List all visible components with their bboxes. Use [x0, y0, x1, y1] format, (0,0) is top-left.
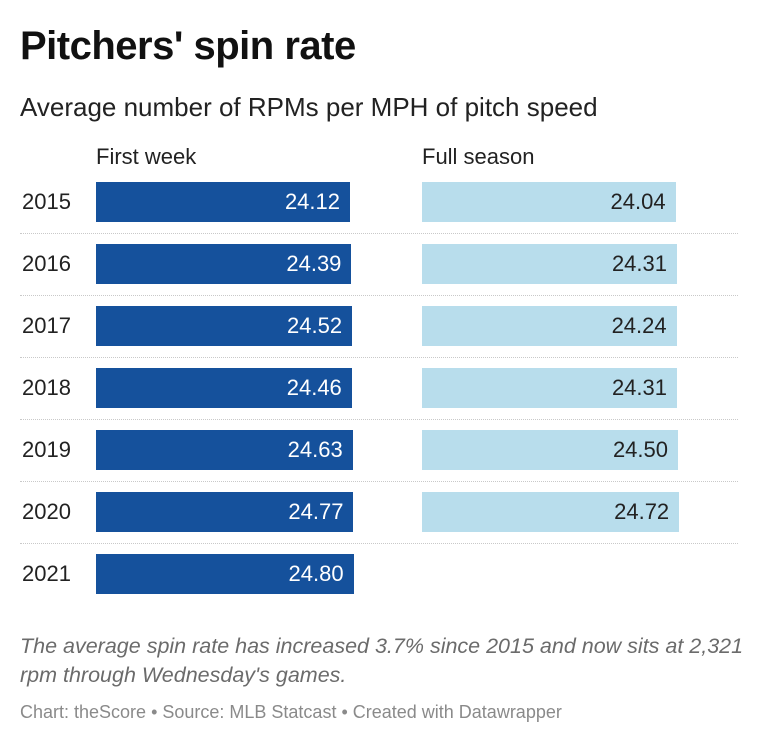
bar-first-week-2017: 24.52 — [96, 306, 353, 346]
data-label: 24.39 — [286, 251, 342, 276]
chart-row-2020: 2020 24.77 24.72 — [20, 492, 738, 554]
bar-first-week-2018: 24.46 — [96, 368, 352, 408]
category-label: 2016 — [22, 251, 71, 276]
chart-row-2018: 2018 24.46 24.31 — [20, 368, 738, 430]
bar-full-season-2019: 24.50 — [422, 430, 678, 470]
category-label: 2017 — [22, 313, 71, 338]
data-label: 24.50 — [612, 437, 668, 462]
bar-full-season-2020: 24.72 — [422, 492, 680, 532]
data-label: 24.31 — [611, 375, 667, 400]
row-divider — [20, 295, 738, 296]
chart-subtitle: Average number of RPMs per MPH of pitch … — [20, 92, 598, 122]
data-label: 24.12 — [284, 189, 340, 214]
chart-row-2015: 2015 24.12 24.04 — [20, 182, 738, 244]
chart-row-2017: 2017 24.52 24.24 — [20, 306, 738, 368]
category-label: 2015 — [22, 189, 71, 214]
chart-row-2016: 2016 24.39 24.31 — [20, 244, 738, 306]
row-divider — [20, 233, 738, 234]
bar-first-week-2019: 24.63 — [96, 430, 353, 470]
data-label: 24.52 — [287, 313, 343, 338]
bar-full-season-2016: 24.31 — [422, 244, 677, 284]
chart-title: Pitchers' spin rate — [20, 24, 356, 68]
data-label: 24.63 — [287, 437, 343, 462]
data-label: 24.24 — [611, 313, 667, 338]
row-divider — [20, 543, 738, 544]
chart-note: The average spin rate has increased 3.7%… — [20, 634, 744, 687]
chart-row-2021: 2021 24.80 — [20, 554, 738, 616]
bar-full-season-2017: 24.24 — [422, 306, 677, 346]
category-label: 2021 — [22, 561, 71, 586]
data-label: 24.31 — [611, 251, 667, 276]
data-label: 24.04 — [610, 189, 666, 214]
row-divider — [20, 419, 738, 420]
row-divider — [20, 357, 738, 358]
bar-first-week-2020: 24.77 — [96, 492, 354, 532]
bar-first-week-2016: 24.39 — [96, 244, 352, 284]
category-label: 2020 — [22, 499, 71, 524]
bar-first-week-2015: 24.12 — [96, 182, 350, 222]
bar-full-season-2018: 24.31 — [422, 368, 677, 408]
series-header-first-week: First week — [96, 144, 197, 169]
row-divider — [20, 481, 738, 482]
chart-footer: Chart: theScore • Source: MLB Statcast •… — [20, 702, 562, 722]
series-header-full-season: Full season — [422, 144, 535, 169]
category-label: 2018 — [22, 375, 71, 400]
data-label: 24.77 — [288, 499, 344, 524]
chart-row-2019: 2019 24.63 24.50 — [20, 430, 738, 492]
bar-first-week-2021: 24.80 — [96, 554, 354, 594]
data-label: 24.46 — [286, 375, 342, 400]
data-label: 24.72 — [614, 499, 670, 524]
bar-full-season-2015: 24.04 — [422, 182, 676, 222]
category-label: 2019 — [22, 437, 71, 462]
data-label: 24.80 — [288, 561, 344, 586]
